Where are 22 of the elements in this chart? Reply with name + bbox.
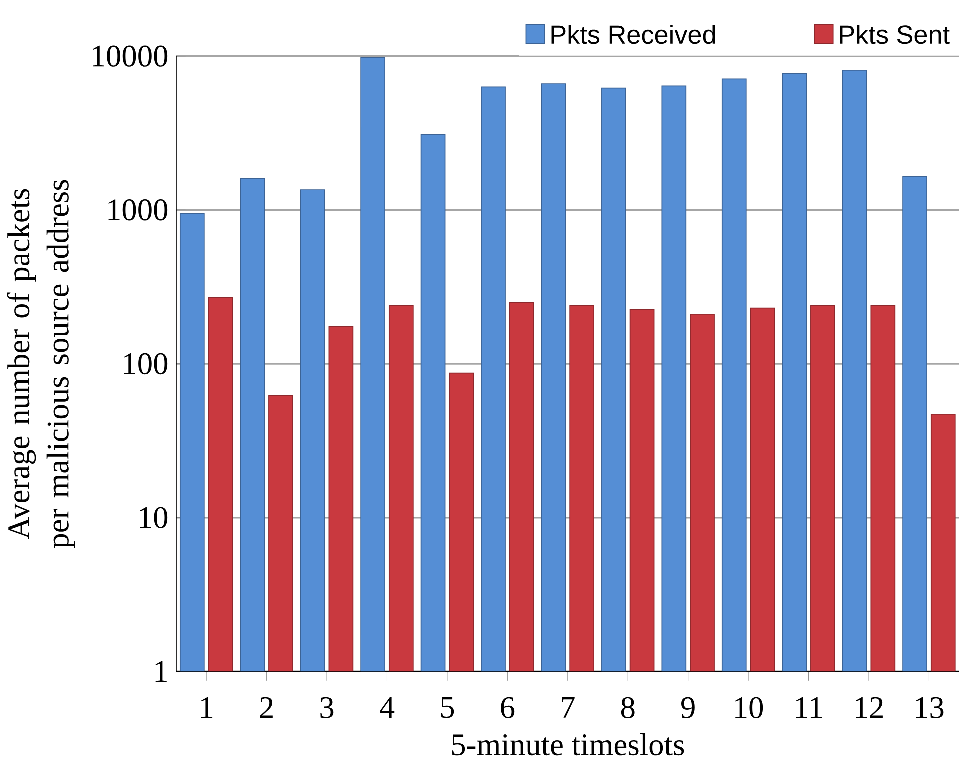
x-tick-label: 9 — [682, 697, 695, 718]
y-tick-label: 1 — [156, 661, 167, 682]
x-tick-label: 1 — [202, 697, 213, 718]
x-tick-label: 13 — [916, 697, 944, 718]
x-tick-label: 8 — [621, 697, 635, 719]
x-tick-label: 2 — [260, 697, 273, 718]
y-tick-label: 10000 — [93, 46, 168, 67]
y-axis-title: Average number of packets per malicious source address — [7, 180, 76, 548]
y-tick-label: 10 — [140, 507, 168, 528]
legend-label: Pkts Sent — [840, 25, 950, 44]
y-tick-label: 100 — [124, 353, 168, 375]
x-tick-label: 4 — [380, 697, 395, 718]
x-tick-label: 12 — [856, 697, 883, 718]
legend-label: Pkts Received — [552, 25, 716, 44]
x-tick-label: 11 — [796, 697, 822, 718]
y-tick-label: 1000 — [108, 200, 168, 221]
x-tick-label: 6 — [501, 697, 515, 718]
x-tick-label: 10 — [736, 697, 764, 719]
x-tick-label: 5 — [441, 697, 454, 718]
x-tick-label: 3 — [320, 697, 334, 718]
x-axis-title: 5-minute timeslots — [452, 734, 684, 756]
x-tick-label: 7 — [562, 697, 575, 718]
